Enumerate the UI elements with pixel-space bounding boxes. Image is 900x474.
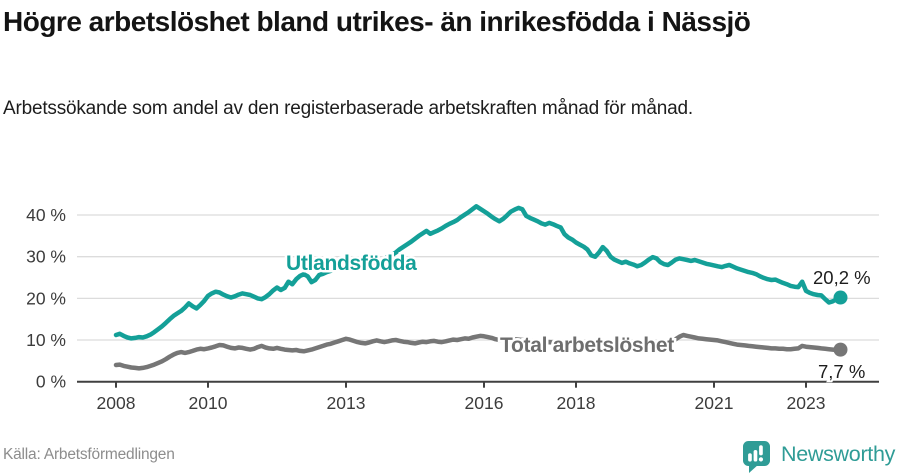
y-tick-label: 30 % (26, 247, 66, 267)
x-tick-label: 2010 (189, 393, 228, 413)
y-tick-label: 0 % (36, 372, 66, 392)
page-subtitle: Arbetssökande som andel av den registerb… (3, 98, 693, 119)
series-end-dot-total (833, 342, 848, 357)
x-tick-label: 2008 (97, 393, 136, 413)
x-tick-label: 2021 (695, 393, 734, 413)
source-note: Källa: Arbetsförmedlingen (3, 446, 175, 463)
newsworthy-logo: Newsworthy (742, 440, 895, 474)
x-tick-label: 2023 (787, 393, 826, 413)
y-tick-label: 10 % (26, 330, 66, 350)
x-tick-label: 2018 (557, 393, 596, 413)
series-end-value-utlandsfodda: 20,2 % (813, 267, 871, 288)
series-line-utlandsfodda (113, 204, 843, 341)
x-tick-label: 2013 (327, 393, 366, 413)
series-label-utlandsfodda: Utlandsfödda (286, 252, 417, 275)
newsworthy-bubble-chart-icon (743, 441, 770, 473)
series-line-total (113, 332, 843, 371)
page-title: Högre arbetslöshet bland utrikes- än inr… (3, 6, 751, 37)
series-label-total: Total arbetslöshet (500, 334, 674, 357)
series-end-dot-utlandsfodda (833, 290, 848, 305)
y-tick-label: 20 % (26, 288, 66, 308)
series-end-value-total: 7,7 % (818, 361, 865, 382)
x-tick-label: 2016 (465, 393, 504, 413)
y-tick-label: 40 % (26, 205, 66, 225)
brand-name: Newsworthy (781, 442, 896, 466)
